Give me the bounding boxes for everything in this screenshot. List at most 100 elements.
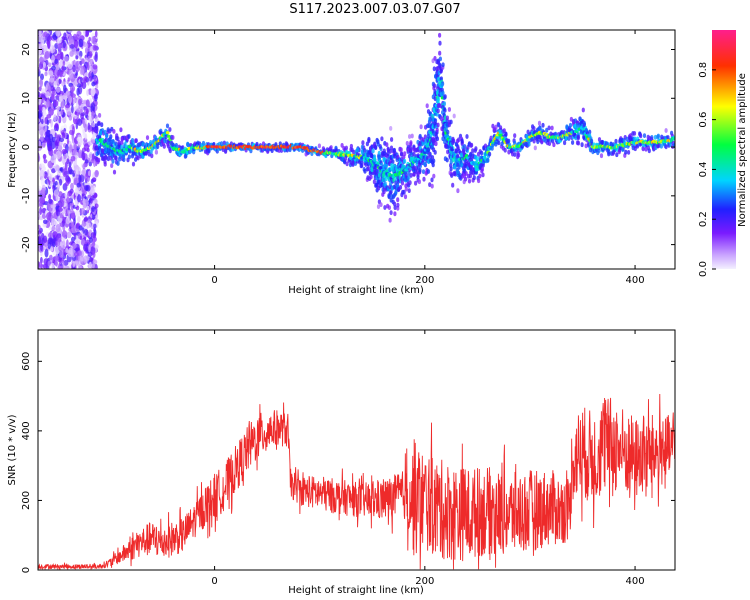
spectrum-point (55, 196, 59, 202)
spectrum-point (54, 141, 59, 150)
spectrum-point (69, 144, 73, 153)
spectrum-point (40, 177, 46, 187)
spectrum-point (403, 194, 408, 200)
spectrum-point (345, 161, 349, 167)
spectrum-point (77, 139, 83, 146)
spectrum-point (77, 194, 82, 203)
spectrum-point (38, 35, 43, 43)
spectrum-ridge-point (451, 151, 456, 155)
spectrum-point (54, 220, 57, 226)
spectrum-point (615, 152, 619, 158)
spectrum-point (38, 234, 42, 243)
spectrum-point (76, 87, 80, 96)
spectrum-point (47, 70, 54, 76)
spectrum-point (369, 174, 373, 180)
spectrum-point (57, 239, 61, 247)
spectrum-point (91, 263, 96, 269)
snr-xtick-label: 200 (415, 576, 434, 587)
spectrum-point (141, 142, 145, 147)
spectrum-point (590, 138, 594, 144)
spectrum-point (489, 135, 493, 141)
spectrum-point (85, 43, 89, 48)
spectrum-point (430, 155, 435, 160)
spectrum-point (389, 210, 393, 216)
spectrum-point (48, 254, 53, 261)
spectrum-point (436, 108, 440, 114)
spectrum-point (428, 182, 432, 188)
spectrum-point (50, 262, 55, 269)
spectrum-point (88, 97, 92, 104)
spectrum-point (611, 150, 616, 155)
spectrum-point (532, 125, 536, 131)
spectrum-point (412, 171, 416, 177)
spectrum-point (419, 124, 423, 130)
spectrum-point (91, 206, 95, 212)
spectrum-point (64, 161, 68, 171)
spectrum-point (361, 140, 365, 146)
spectrum-point (366, 166, 371, 172)
spectrum-point (460, 152, 464, 158)
colorbar-label: Normalized spectral amplitude (737, 73, 748, 227)
spectrogram-xtick-label: 200 (415, 275, 434, 286)
spectrum-point (360, 144, 364, 150)
spectrum-point (88, 36, 91, 42)
spectrum-point (465, 134, 469, 139)
spectrum-point (53, 189, 60, 197)
spectrum-point (388, 149, 392, 154)
spectrogram-marks (38, 30, 675, 269)
spectrum-point (171, 142, 175, 148)
spectrum-point (40, 187, 46, 197)
spectrum-point (79, 50, 83, 58)
spectrum-point (94, 54, 98, 63)
spectrum-point (588, 129, 592, 135)
spectrum-point (49, 77, 55, 83)
spectrum-point (38, 230, 42, 235)
spectrogram-xtick-label: 0 (211, 275, 217, 286)
spectrum-point (388, 217, 392, 223)
spectrum-point (68, 70, 74, 79)
spectrum-point (67, 63, 73, 69)
spectrum-point (44, 71, 48, 77)
spectrum-point (349, 143, 353, 149)
spectrum-point (42, 263, 48, 269)
spectrum-point (60, 197, 64, 203)
spectrum-point (82, 163, 86, 170)
spectrum-point (467, 178, 472, 184)
spectrum-point (322, 148, 326, 153)
spectrum-point (443, 94, 447, 100)
spectrum-point (95, 203, 99, 209)
spectrum-point (43, 61, 46, 68)
spectrum-point (356, 147, 360, 153)
spectrum-point (659, 143, 664, 149)
spectrum-point (436, 95, 440, 101)
spectrum-point (91, 122, 96, 128)
spectrum-point (386, 203, 390, 209)
spectrum-point (80, 207, 86, 215)
spectrum-point (58, 78, 62, 84)
spectrum-point (438, 32, 442, 38)
spectrum-point (62, 40, 66, 49)
spectrum-point (95, 84, 99, 89)
spectrum-point (641, 146, 645, 152)
spectrum-point (426, 169, 431, 174)
figure-title: S117.2023.007.03.07.G07 (289, 2, 461, 17)
spectrum-point (80, 238, 86, 245)
spectrum-point (38, 140, 41, 148)
spectrum-point (418, 167, 422, 173)
spectrum-point (400, 192, 404, 198)
spectrum-point (513, 140, 517, 146)
spectrum-point (642, 133, 647, 139)
spectrum-point (39, 206, 42, 215)
spectrum-point (111, 158, 115, 164)
spectrum-point (451, 182, 455, 188)
spectrum-point (51, 65, 57, 71)
spectrum-point (93, 75, 97, 82)
spectrum-point (103, 161, 107, 167)
spectrum-point (491, 142, 495, 148)
snr-ytick-label: 0 (21, 567, 32, 573)
spectrum-point (48, 172, 54, 182)
spectrum-point (38, 66, 41, 72)
spectrum-point (76, 182, 81, 188)
spectrum-point (58, 115, 62, 124)
spectrum-point (398, 185, 403, 190)
